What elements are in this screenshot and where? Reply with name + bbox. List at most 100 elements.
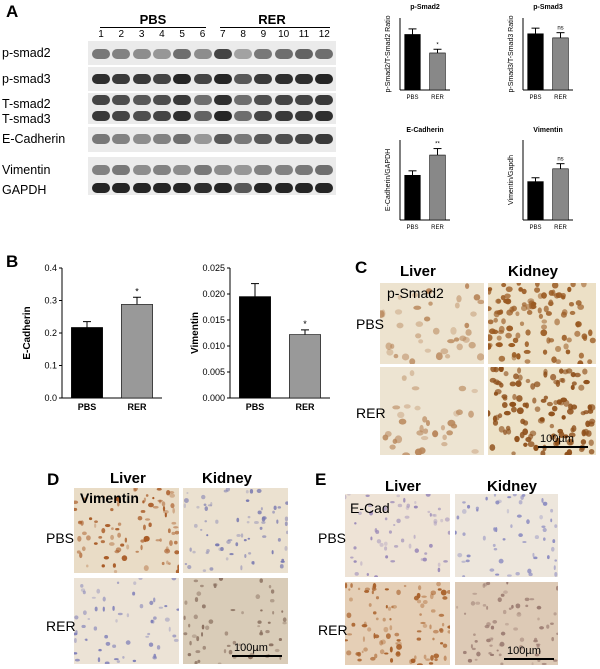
cell-nucleus (363, 647, 368, 652)
blot-band (254, 134, 273, 144)
cell-nucleus (126, 544, 130, 550)
cell-nucleus (524, 597, 530, 602)
blot-band (132, 183, 151, 193)
cell-nucleus (391, 605, 394, 609)
cell-nucleus (447, 625, 450, 629)
cell-nucleus (428, 301, 433, 306)
cell-nucleus (82, 610, 87, 616)
cell-nucleus (345, 495, 347, 500)
cell-nucleus (444, 517, 450, 522)
bar (404, 34, 421, 91)
cell-nucleus (554, 524, 558, 528)
cell-nucleus (153, 616, 157, 620)
y-axis-label: Vimentin (190, 312, 201, 354)
cell-nucleus (197, 659, 201, 664)
cell-nucleus (380, 639, 386, 645)
cell-nucleus (83, 497, 87, 502)
cell-nucleus (357, 658, 362, 662)
cell-nucleus (117, 532, 121, 538)
e-col-liver: Liver (385, 478, 421, 495)
cell-nucleus (570, 427, 575, 433)
cell-nucleus (551, 356, 557, 363)
cell-nucleus (562, 369, 569, 375)
bar (552, 37, 569, 91)
x-tick-label: PBS (529, 95, 541, 101)
cell-nucleus (502, 609, 507, 615)
panel-e-label: E (315, 470, 327, 489)
cell-nucleus (493, 527, 496, 531)
cell-nucleus (580, 411, 586, 416)
cell-nucleus (516, 353, 521, 360)
tissue-texture (488, 367, 596, 455)
c-kidney-rer-image (488, 367, 596, 455)
cell-nucleus (402, 452, 410, 455)
e-scale-bar (504, 658, 554, 660)
cell-nucleus (489, 444, 496, 451)
cell-nucleus (414, 405, 421, 411)
cell-nucleus (161, 501, 166, 507)
cell-nucleus (495, 527, 498, 533)
y-tick-label: 0.000 (202, 393, 225, 403)
cell-nucleus (171, 521, 177, 525)
cell-nucleus (396, 639, 401, 642)
cell-nucleus (447, 530, 450, 535)
blot-band (152, 183, 171, 193)
cell-nucleus (144, 518, 151, 521)
cell-nucleus (471, 388, 478, 394)
tissue-texture (74, 488, 179, 573)
bar-chart: 0.000 0.005 0.010 0.015 0.020 0.025 Vimentin PB… (190, 263, 330, 412)
x-tick-label: RER (554, 95, 567, 101)
cell-nucleus (578, 352, 584, 359)
cell-nucleus (476, 651, 481, 657)
cell-nucleus (268, 643, 274, 647)
cell-nucleus (150, 619, 154, 624)
cell-nucleus (498, 425, 505, 433)
cell-nucleus (462, 501, 466, 504)
cell-nucleus (205, 551, 209, 555)
cell-nucleus (409, 370, 415, 377)
cell-nucleus (372, 611, 377, 615)
blot-band (254, 95, 273, 105)
d-liver-rer-image (74, 578, 179, 664)
blot-band (254, 165, 273, 175)
blot-band (234, 183, 253, 193)
bar (552, 168, 569, 221)
bar (429, 154, 446, 221)
cell-nucleus (260, 507, 263, 511)
cell-nucleus (175, 569, 179, 573)
cell-nucleus (100, 540, 105, 544)
cell-nucleus (204, 520, 208, 523)
cell-nucleus (385, 605, 388, 609)
cell-nucleus (456, 295, 462, 303)
cell-nucleus (247, 515, 251, 519)
cell-nucleus (347, 633, 353, 636)
cell-nucleus (390, 560, 396, 563)
cell-nucleus (551, 433, 556, 438)
cell-nucleus (493, 379, 500, 385)
cell-nucleus (417, 585, 422, 591)
bar-chart: Vimentin Vimentin/Gapdh PBS ns RER (508, 127, 573, 231)
x-tick-label: PBS (78, 402, 97, 412)
cell-nucleus (397, 503, 403, 508)
cell-nucleus (566, 449, 573, 455)
c-col-kidney: Kidney (508, 263, 559, 280)
cell-nucleus (396, 644, 402, 650)
cell-nucleus (183, 615, 186, 620)
blot-band (132, 134, 151, 144)
cell-nucleus (420, 603, 425, 609)
cell-nucleus (112, 605, 115, 611)
cell-nucleus (471, 449, 479, 454)
cell-nucleus (561, 415, 566, 420)
cell-nucleus (457, 552, 463, 558)
cell-nucleus (462, 336, 470, 343)
cell-nucleus (161, 561, 165, 566)
cell-nucleus (463, 612, 467, 615)
cell-nucleus (493, 494, 497, 497)
cell-nucleus (413, 305, 422, 310)
cell-nucleus (540, 329, 548, 337)
cell-nucleus (482, 583, 486, 588)
cell-nucleus (430, 609, 436, 613)
cell-nucleus (74, 638, 77, 643)
cell-nucleus (507, 574, 512, 577)
y-tick-label: 0.2 (44, 328, 57, 338)
